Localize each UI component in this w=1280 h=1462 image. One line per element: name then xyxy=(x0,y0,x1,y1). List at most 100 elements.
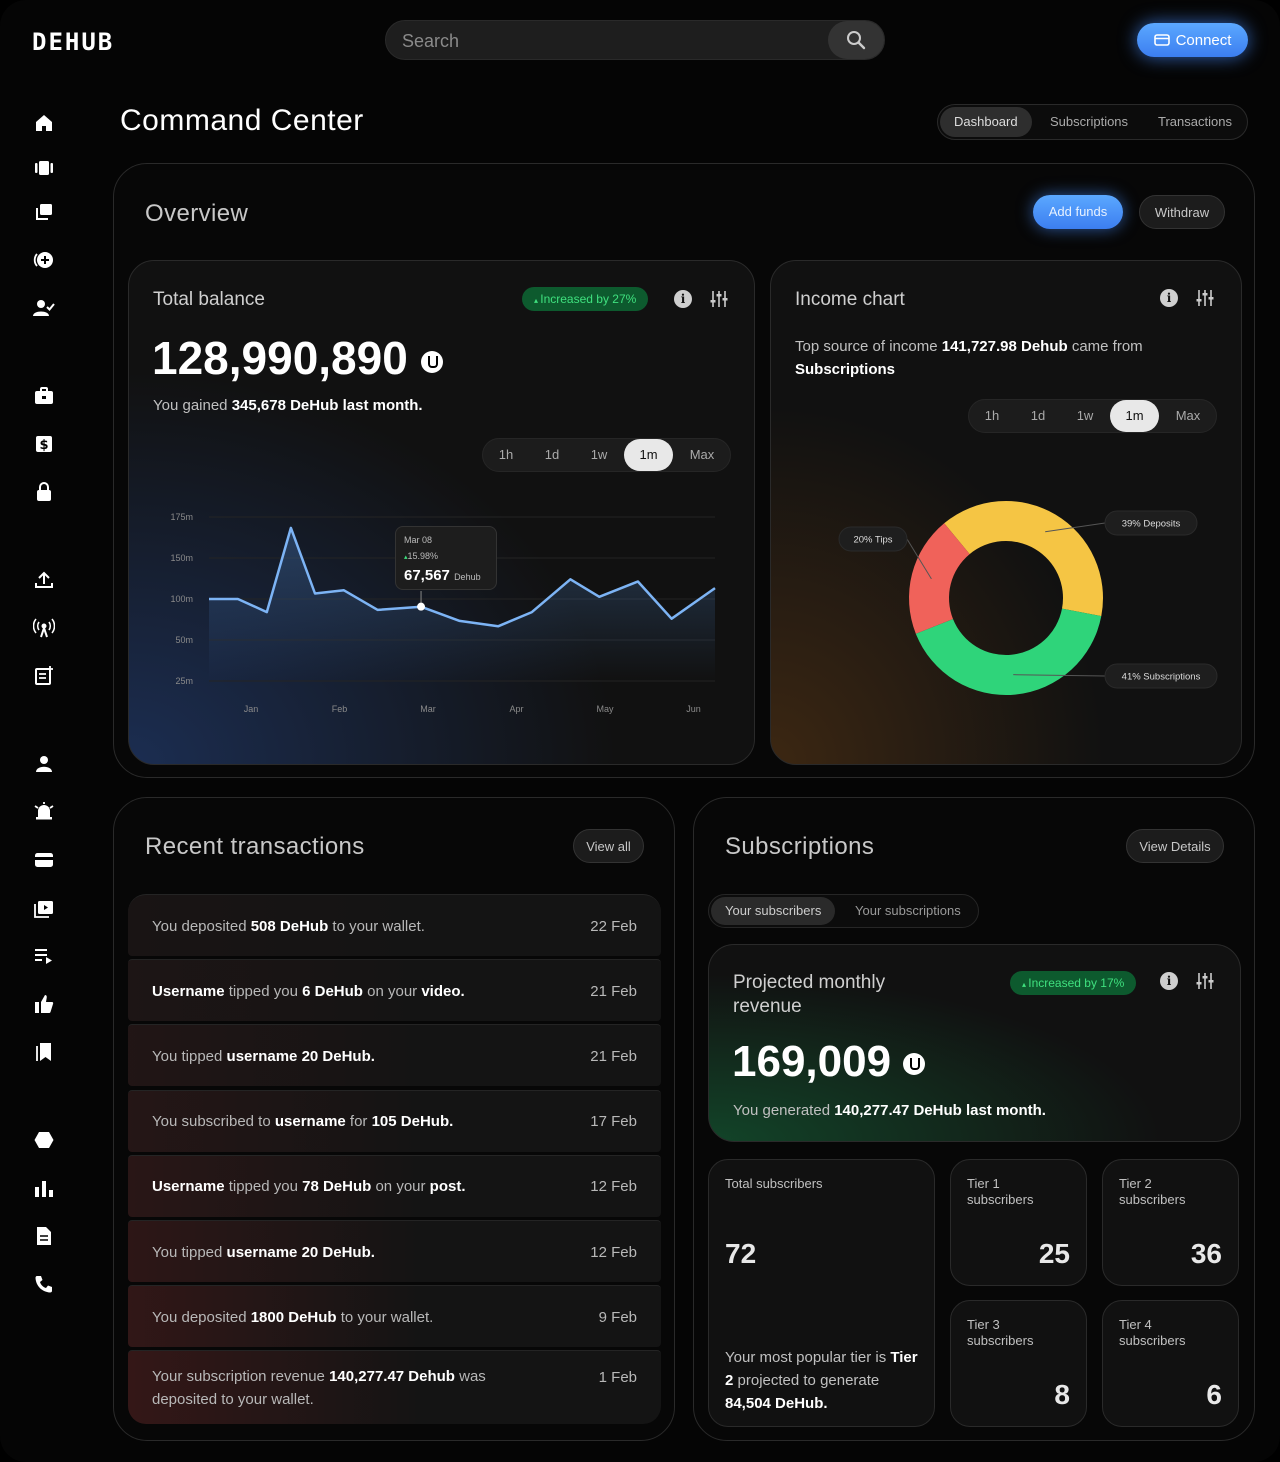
view-all-button[interactable]: View all xyxy=(573,829,644,863)
hexagon-icon[interactable] xyxy=(33,1129,55,1151)
balance-increase-badge: ▴ Increased by 27% xyxy=(522,287,649,311)
thumbs-up-icon[interactable] xyxy=(33,993,55,1015)
overview-panel: Overview Add funds Withdraw Total balanc… xyxy=(113,163,1255,778)
bookmarks-icon[interactable] xyxy=(33,1041,55,1063)
alarm-icon[interactable] xyxy=(33,801,55,823)
wallet-card-icon[interactable] xyxy=(33,849,55,871)
withdraw-button[interactable]: Withdraw xyxy=(1139,195,1225,229)
transaction-row[interactable]: You deposited 1800 DeHub to your wallet.… xyxy=(128,1285,661,1348)
balance-range-selector: 1h 1d 1w 1m Max xyxy=(482,438,731,472)
slice-label-pill xyxy=(1104,510,1198,536)
slice-label-pill xyxy=(1104,663,1218,689)
y-tick-label: 150m xyxy=(170,553,193,563)
area-fill xyxy=(209,527,715,681)
search-bar[interactable]: Search xyxy=(385,20,885,60)
dehub-logo[interactable]: DEHUB xyxy=(32,28,115,56)
transaction-description: Your subscription revenue 140,277.47 Deh… xyxy=(152,1368,486,1409)
transaction-description: Username tipped you 78 DeHub on your pos… xyxy=(152,1178,466,1196)
tier-1-value: 25 xyxy=(1038,1238,1070,1269)
range-1d[interactable]: 1d xyxy=(544,447,560,462)
tab-your-subscribers[interactable]: Your subscribers xyxy=(711,897,836,925)
home-icon[interactable] xyxy=(33,112,55,134)
range-1d[interactable]: 1d xyxy=(1030,408,1046,423)
dollar-icon[interactable]: $ xyxy=(33,433,55,455)
range-1h[interactable]: 1h xyxy=(984,408,1000,423)
transaction-date: 22 Feb xyxy=(590,917,637,935)
range-max[interactable]: Max xyxy=(689,447,715,462)
search-button[interactable] xyxy=(828,21,884,59)
transaction-description: You deposited 1800 DeHub to your wallet. xyxy=(152,1308,434,1326)
document-icon[interactable] xyxy=(33,1225,55,1247)
user-check-icon[interactable] xyxy=(33,297,55,319)
library-icon[interactable] xyxy=(33,201,55,223)
tier-2-value: 36 xyxy=(1190,1238,1222,1269)
wallet-icon xyxy=(1153,34,1170,46)
add-funds-button[interactable]: Add funds xyxy=(1033,195,1123,229)
recent-transactions-panel: Recent transactions View all You deposit… xyxy=(113,797,675,1441)
x-tick-label: Jun xyxy=(686,704,701,714)
range-1w[interactable]: 1w xyxy=(590,447,608,462)
info-icon[interactable]: i xyxy=(1160,972,1178,990)
search-input[interactable]: Search xyxy=(402,31,460,51)
info-icon[interactable]: i xyxy=(674,290,692,308)
view-tabs: Dashboard Subscriptions Transactions xyxy=(937,104,1248,140)
broadcast-icon[interactable] xyxy=(33,617,55,639)
add-circle-icon[interactable] xyxy=(33,249,55,271)
video-library-icon[interactable] xyxy=(33,897,55,919)
subscriptions-title: Subscriptions xyxy=(725,833,875,860)
slice-label-pill xyxy=(838,526,908,552)
transaction-row[interactable]: You tipped username 20 DeHub. 12 Feb xyxy=(128,1220,661,1282)
connect-button[interactable]: Connect xyxy=(1137,23,1248,57)
projected-generated-text: You generated 140,277.47 DeHub last mont… xyxy=(733,1102,1046,1119)
label-connector xyxy=(1045,522,1106,533)
transaction-row[interactable]: You deposited 508 DeHub to your wallet. 2… xyxy=(128,894,661,956)
x-tick-label: Jan xyxy=(244,704,259,714)
info-icon[interactable]: i xyxy=(1160,289,1178,307)
tab-transactions[interactable]: Transactions xyxy=(1158,114,1232,129)
tier-4-label: Tier 4 subscribers xyxy=(1119,1317,1186,1348)
tab-dashboard[interactable]: Dashboard xyxy=(940,107,1032,137)
total-subscribers-label: Total subscribers xyxy=(725,1176,823,1191)
projected-increase-badge: ▴ Increased by 17% xyxy=(1010,971,1137,995)
range-1m[interactable]: 1m xyxy=(1110,400,1159,432)
transaction-row[interactable]: Username tipped you 6 DeHub on your vide… xyxy=(128,959,661,1022)
phone-icon[interactable] xyxy=(33,1273,55,1295)
x-tick-label: May xyxy=(596,704,614,714)
total-balance-card: Total balance ▴ Increased by 27% i 128,9… xyxy=(128,260,755,765)
range-1h[interactable]: 1h xyxy=(498,447,514,462)
lock-icon[interactable] xyxy=(33,481,55,503)
transaction-date: 21 Feb xyxy=(590,1047,637,1065)
tune-icon[interactable] xyxy=(709,290,729,308)
briefcase-icon[interactable] xyxy=(33,385,55,407)
tune-icon[interactable] xyxy=(1195,289,1215,307)
tune-icon[interactable] xyxy=(1195,972,1215,990)
y-tick-label: 175m xyxy=(170,512,193,522)
transaction-row[interactable]: You tipped username 20 DeHub. 21 Feb xyxy=(128,1024,661,1087)
tier-2-label: Tier 2 subscribers xyxy=(1119,1176,1186,1207)
note-add-icon[interactable] xyxy=(33,665,55,687)
tab-your-subscriptions[interactable]: Your subscriptions xyxy=(855,903,961,918)
subscriptions-panel: Subscriptions View Details Your subscrib… xyxy=(693,797,1255,1441)
playlist-icon[interactable] xyxy=(33,945,55,967)
balance-line xyxy=(209,526,716,628)
tier-4-value: 6 xyxy=(1206,1379,1222,1410)
transaction-date: 17 Feb xyxy=(590,1113,637,1131)
total-subscribers-card: Total subscribers 72 Your most popular t… xyxy=(708,1159,935,1427)
upload-icon[interactable] xyxy=(33,569,55,591)
tier-3-label: Tier 3 subscribers xyxy=(967,1317,1034,1348)
range-1m[interactable]: 1m xyxy=(624,439,673,471)
y-tick-label: 100m xyxy=(170,594,193,604)
x-tick-label: Mar xyxy=(420,704,436,714)
range-max[interactable]: Max xyxy=(1175,408,1201,423)
transaction-description: You subscribed to username for 105 DeHub… xyxy=(152,1113,454,1131)
transaction-row[interactable]: You subscribed to username for 105 DeHub… xyxy=(128,1089,661,1152)
view-details-button[interactable]: View Details xyxy=(1126,829,1224,863)
transaction-row[interactable]: Username tipped you 78 DeHub on your pos… xyxy=(128,1154,661,1217)
transaction-row[interactable]: Your subscription revenue 140,277.47 Deh… xyxy=(128,1350,661,1425)
bar-chart-icon[interactable] xyxy=(33,1177,55,1199)
cards-icon[interactable] xyxy=(33,157,55,179)
tab-subscriptions[interactable]: Subscriptions xyxy=(1050,114,1129,129)
range-1w[interactable]: 1w xyxy=(1076,408,1094,423)
person-icon[interactable] xyxy=(33,753,55,775)
